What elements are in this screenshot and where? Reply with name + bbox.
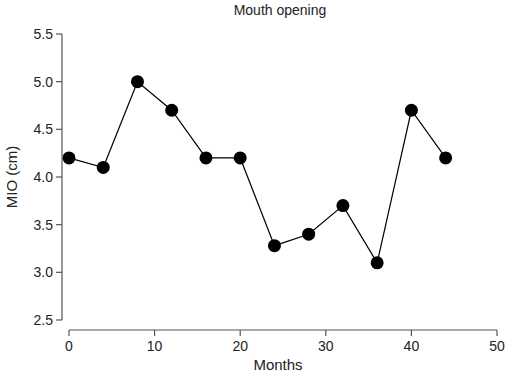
- x-tick-label: 40: [404, 338, 420, 354]
- x-tick: [411, 330, 412, 336]
- x-tick: [154, 330, 155, 336]
- y-axis-label: MIO (cm): [3, 146, 20, 208]
- point: [234, 151, 247, 164]
- plot-data: [63, 75, 453, 269]
- y-tick-label: 2.5: [34, 312, 54, 328]
- y-tick-label: 3.0: [34, 264, 54, 280]
- title: Mouth opening: [234, 2, 327, 18]
- y-tick: [56, 272, 62, 273]
- y-tick: [56, 81, 62, 82]
- point: [97, 161, 110, 174]
- x-tick: [325, 330, 326, 336]
- y-tick-label: 5.5: [34, 26, 54, 42]
- x-tick-label: 20: [232, 338, 248, 354]
- point: [199, 151, 212, 164]
- y-tick-label: 5.0: [34, 74, 54, 90]
- point: [336, 199, 349, 212]
- y-tick-label: 4.0: [34, 169, 54, 185]
- x-tick-label: 0: [65, 338, 73, 354]
- point: [405, 104, 418, 117]
- x-tick-label: 30: [318, 338, 334, 354]
- x-axis-label: Months: [253, 356, 302, 373]
- x-tick-label: 10: [147, 338, 163, 354]
- chart: Mouth opening 2.5 3.0 3.5 4.0 4.5 5.0 5.5 0 10 20 3…: [0, 0, 508, 375]
- point: [131, 75, 144, 88]
- x-tick-label: 50: [489, 338, 505, 354]
- point: [439, 151, 452, 164]
- y-tick: [56, 129, 62, 130]
- point: [165, 104, 178, 117]
- x-tick: [68, 330, 69, 336]
- point: [371, 256, 384, 269]
- x-axis: [69, 329, 497, 330]
- x-tick: [240, 330, 241, 336]
- y-tick-label: 4.5: [34, 121, 54, 137]
- y-tick: [56, 176, 62, 177]
- point: [63, 151, 76, 164]
- x-tick: [496, 330, 497, 336]
- y-tick-label: 3.5: [34, 217, 54, 233]
- point: [268, 239, 281, 252]
- line: [69, 82, 446, 263]
- y-tick: [56, 224, 62, 225]
- y-tick: [56, 33, 62, 34]
- point: [302, 228, 315, 241]
- y-tick: [56, 319, 62, 320]
